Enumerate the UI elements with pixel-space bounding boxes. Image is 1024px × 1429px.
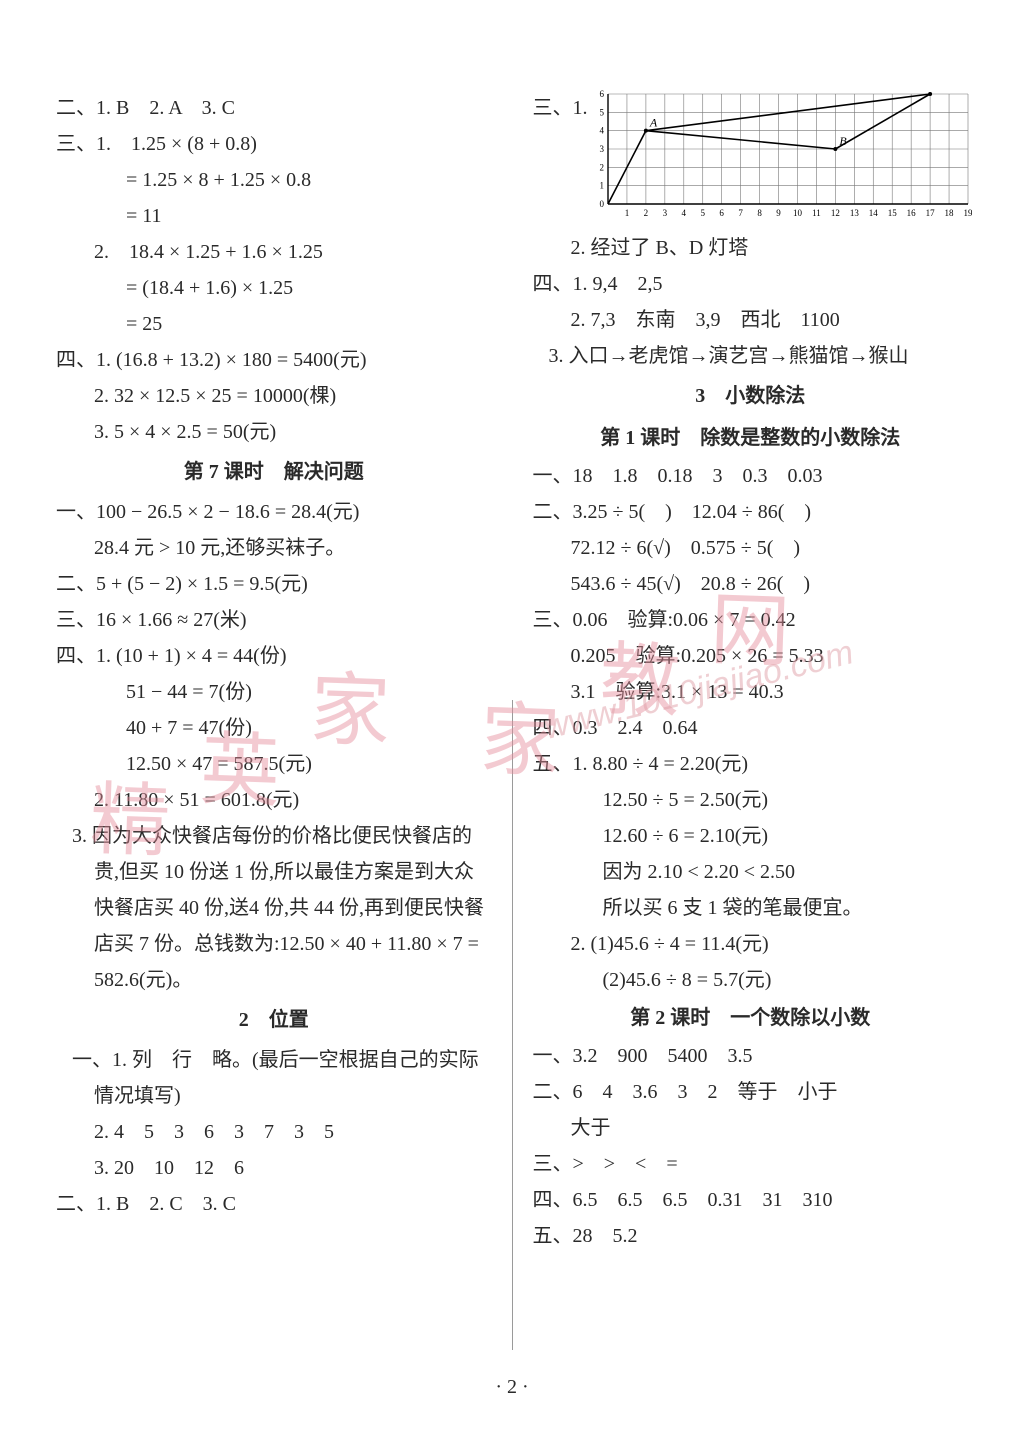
svg-text:A: A xyxy=(648,116,657,130)
svg-text:6: 6 xyxy=(719,208,724,218)
left-column: 二、1. B 2. A 3. C 三、1. 1.25 × (8 + 0.8) =… xyxy=(56,90,492,1350)
answer-line: 因为 2.10 < 2.20 < 2.50 xyxy=(533,854,969,890)
svg-text:2: 2 xyxy=(599,162,604,172)
answer-line: 一、18 1.8 0.18 3 0.3 0.03 xyxy=(533,458,969,494)
answer-line: 2. 18.4 × 1.25 + 1.6 × 1.25 xyxy=(56,234,492,270)
answer-paragraph: 一、1. 列 行 略。(最后一空根据自己的实际情况填写) xyxy=(56,1042,492,1114)
lesson-heading: 2 位置 xyxy=(56,998,492,1042)
answer-line: 2. 经过了 B、D 灯塔 xyxy=(533,230,969,266)
svg-text:10: 10 xyxy=(792,208,802,218)
answer-line: 三、16 × 1.66 ≈ 27(米) xyxy=(56,602,492,638)
line-chart: 012345612345678910111213141516171819ABD xyxy=(592,90,972,230)
answer-line: 二、5 + (5 − 2) × 1.5 = 9.5(元) xyxy=(56,566,492,602)
answer-line: 2. 7,3 东南 3,9 西北 1100 xyxy=(533,302,969,338)
answer-line: 51 − 44 = 7(份) xyxy=(56,674,492,710)
chart-item-number: 三、1. xyxy=(533,90,592,126)
chart-row: 三、1. 01234561234567891011121314151617181… xyxy=(533,90,969,230)
answer-line: 五、1. 8.80 ÷ 4 = 2.20(元) xyxy=(533,746,969,782)
svg-text:14: 14 xyxy=(868,208,878,218)
answer-line: 三、1. 1.25 × (8 + 0.8) xyxy=(56,126,492,162)
svg-text:D: D xyxy=(933,90,943,93)
page-number: · 2 · xyxy=(0,1369,1024,1405)
svg-text:6: 6 xyxy=(599,90,604,99)
answer-paragraph: 3. 因为大众快餐店每份的价格比便民快餐店的贵,但买 10 份送 1 份,所以最… xyxy=(56,818,492,998)
answer-line: = (18.4 + 1.6) × 1.25 xyxy=(56,270,492,306)
answer-line: 12.50 × 47 = 587.5(元) xyxy=(56,746,492,782)
answer-line: 543.6 ÷ 45(√) 20.8 ÷ 26( ) xyxy=(533,566,969,602)
svg-text:3: 3 xyxy=(662,208,667,218)
answer-line: 四、1. (16.8 + 13.2) × 180 = 5400(元) xyxy=(56,342,492,378)
svg-text:9: 9 xyxy=(776,208,781,218)
svg-text:16: 16 xyxy=(906,208,916,218)
answer-line: 二、1. B 2. A 3. C xyxy=(56,90,492,126)
page-content: 二、1. B 2. A 3. C 三、1. 1.25 × (8 + 0.8) =… xyxy=(0,0,1024,1390)
answer-line: 2. 32 × 12.5 × 25 = 10000(棵) xyxy=(56,378,492,414)
answer-paragraph: 3. 入口→老虎馆→演艺宫→熊猫馆→猴山 xyxy=(533,338,969,374)
answer-line: 2. 11.80 × 51 = 601.8(元) xyxy=(56,782,492,818)
svg-text:19: 19 xyxy=(963,208,972,218)
answer-line: = 1.25 × 8 + 1.25 × 0.8 xyxy=(56,162,492,198)
column-divider xyxy=(512,700,513,1350)
answer-line: 2. 4 5 3 6 3 7 3 5 xyxy=(56,1114,492,1150)
svg-text:7: 7 xyxy=(738,208,743,218)
svg-text:5: 5 xyxy=(599,107,604,117)
svg-text:2: 2 xyxy=(643,208,648,218)
answer-line: 12.50 ÷ 5 = 2.50(元) xyxy=(533,782,969,818)
answer-line: 所以买 6 支 1 袋的笔最便宜。 xyxy=(533,890,969,926)
lesson-heading: 3 小数除法 xyxy=(533,374,969,418)
answer-line: = 25 xyxy=(56,306,492,342)
answer-line: (2)45.6 ÷ 8 = 5.7(元) xyxy=(533,962,969,998)
svg-text:12: 12 xyxy=(830,208,839,218)
svg-text:5: 5 xyxy=(700,208,705,218)
answer-line: 三、0.06 验算:0.06 × 7 = 0.42 xyxy=(533,602,969,638)
svg-text:B: B xyxy=(839,134,847,148)
answer-line: 大于 xyxy=(533,1110,969,1146)
svg-text:18: 18 xyxy=(944,208,954,218)
lesson-heading: 第 7 课时 解决问题 xyxy=(56,450,492,494)
sub-lesson-heading: 第 1 课时 除数是整数的小数除法 xyxy=(533,418,969,458)
svg-text:13: 13 xyxy=(849,208,859,218)
svg-text:1: 1 xyxy=(599,181,604,191)
answer-line: 三、> > < = xyxy=(533,1146,969,1182)
svg-text:1: 1 xyxy=(624,208,629,218)
answer-line: 二、1. B 2. C 3. C xyxy=(56,1186,492,1222)
answer-line: 四、1. 9,4 2,5 xyxy=(533,266,969,302)
answer-line: 2. (1)45.6 ÷ 4 = 11.4(元) xyxy=(533,926,969,962)
answer-line: 28.4 元 > 10 元,还够买袜子。 xyxy=(56,530,492,566)
answer-line: = 11 xyxy=(56,198,492,234)
svg-text:17: 17 xyxy=(925,208,935,218)
answer-line: 12.60 ÷ 6 = 2.10(元) xyxy=(533,818,969,854)
answer-line: 一、100 − 26.5 × 2 − 18.6 = 28.4(元) xyxy=(56,494,492,530)
svg-text:4: 4 xyxy=(681,208,686,218)
svg-text:15: 15 xyxy=(887,208,897,218)
answer-line: 四、6.5 6.5 6.5 0.31 31 310 xyxy=(533,1182,969,1218)
answer-line: 3. 20 10 12 6 xyxy=(56,1150,492,1186)
answer-line: 一、3.2 900 5400 3.5 xyxy=(533,1038,969,1074)
svg-text:0: 0 xyxy=(599,199,604,209)
svg-text:4: 4 xyxy=(599,126,604,136)
svg-text:11: 11 xyxy=(812,208,821,218)
answer-line: 40 + 7 = 47(份) xyxy=(56,710,492,746)
sub-lesson-heading: 第 2 课时 一个数除以小数 xyxy=(533,998,969,1038)
answer-line: 3. 5 × 4 × 2.5 = 50(元) xyxy=(56,414,492,450)
svg-text:3: 3 xyxy=(599,144,604,154)
answer-line: 二、3.25 ÷ 5( ) 12.04 ÷ 86( ) xyxy=(533,494,969,530)
answer-line: 四、1. (10 + 1) × 4 = 44(份) xyxy=(56,638,492,674)
answer-line: 二、6 4 3.6 3 2 等于 小于 xyxy=(533,1074,969,1110)
answer-line: 72.12 ÷ 6(√) 0.575 ÷ 5( ) xyxy=(533,530,969,566)
answer-line: 五、28 5.2 xyxy=(533,1218,969,1254)
svg-text:8: 8 xyxy=(757,208,762,218)
